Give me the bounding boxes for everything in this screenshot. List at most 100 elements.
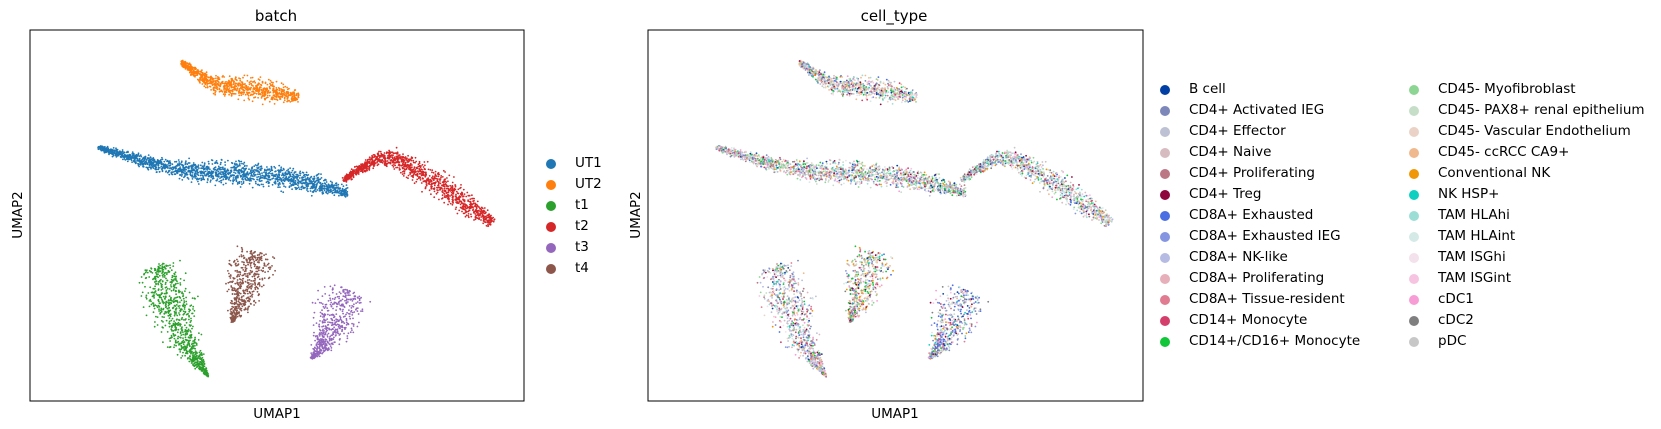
legend-marker xyxy=(1409,147,1419,158)
legend-marker xyxy=(546,221,556,232)
batch-xlabel: UMAP1 xyxy=(253,406,301,422)
legend-marker xyxy=(546,263,556,274)
legend-item: CD8A+ Tissue-resident xyxy=(1160,289,1360,310)
legend-label: CD45- Myofibroblast xyxy=(1438,81,1576,97)
legend-label: CD8A+ Exhausted IEG xyxy=(1189,228,1341,244)
legend-item: pDC xyxy=(1409,331,1645,352)
legend-label: CD8A+ NK-like xyxy=(1189,249,1288,265)
legend-marker xyxy=(1160,210,1170,221)
legend-label: UT2 xyxy=(575,176,602,192)
legend-marker xyxy=(1160,336,1170,347)
legend-marker xyxy=(546,158,556,169)
batch-cluster-t1 xyxy=(138,259,210,378)
cell-type-cluster-1 xyxy=(715,145,967,198)
legend-label: TAM HLAhi xyxy=(1438,207,1510,223)
legend-marker xyxy=(1160,126,1170,137)
legend-marker xyxy=(1409,189,1419,200)
batch-cluster-ut2 xyxy=(180,59,300,106)
legend-label: pDC xyxy=(1438,333,1467,349)
cell-type-cluster-5 xyxy=(927,284,990,360)
legend-label: B cell xyxy=(1189,81,1226,97)
legend-item: CD45- ccRCC CA9+ xyxy=(1409,142,1645,163)
legend-marker xyxy=(1160,273,1170,284)
legend-item: CD4+ Proliferating xyxy=(1160,163,1360,184)
legend-item: CD45- Vascular Endothelium xyxy=(1409,121,1645,142)
legend-label: t2 xyxy=(575,218,589,234)
legend-item: CD8A+ Exhausted xyxy=(1160,205,1360,226)
legend-label: t3 xyxy=(575,239,589,255)
legend-item: UT2 xyxy=(546,174,602,195)
legend-label: t4 xyxy=(575,260,589,276)
legend-label: CD4+ Treg xyxy=(1189,186,1262,202)
legend-item: CD4+ Naive xyxy=(1160,142,1360,163)
legend-item: t1 xyxy=(546,195,602,216)
batch-points xyxy=(97,59,496,378)
legend-marker xyxy=(1160,231,1170,242)
batch-legend: UT1 UT2 t1 t2 t3 t4 xyxy=(546,153,602,279)
legend-marker xyxy=(1409,126,1419,137)
legend-item: t3 xyxy=(546,237,602,258)
legend-item: CD8A+ NK-like xyxy=(1160,247,1360,268)
legend-label: TAM ISGint xyxy=(1438,270,1511,286)
legend-marker xyxy=(546,179,556,190)
legend-marker xyxy=(546,242,556,253)
legend-column-1: B cell CD4+ Activated IEG CD4+ Effector CD4… xyxy=(1160,79,1360,352)
legend-marker xyxy=(1160,84,1170,95)
legend-marker xyxy=(1160,252,1170,263)
legend-item: CD45- PAX8+ renal epithelium xyxy=(1409,100,1645,121)
legend-label: TAM ISGhi xyxy=(1438,249,1506,265)
legend-label: TAM HLAint xyxy=(1438,228,1516,244)
cell-type-cluster-3 xyxy=(756,259,828,378)
legend-marker xyxy=(1409,231,1419,242)
legend-marker xyxy=(1409,336,1419,347)
legend-label: Conventional NK xyxy=(1438,165,1551,181)
legend-label: NK HSP+ xyxy=(1438,186,1500,202)
legend-label: CD45- Vascular Endothelium xyxy=(1438,123,1631,139)
legend-item: UT1 xyxy=(546,153,602,174)
legend-item: CD14+/CD16+ Monocyte xyxy=(1160,331,1360,352)
batch-ylabel: UMAP2 xyxy=(10,191,26,239)
cell-type-points xyxy=(715,59,1114,378)
legend-marker xyxy=(1160,168,1170,179)
legend-item: CD4+ Treg xyxy=(1160,184,1360,205)
legend-marker xyxy=(1409,273,1419,284)
legend-item: TAM ISGint xyxy=(1409,268,1645,289)
legend-marker xyxy=(1409,294,1419,305)
legend-item: Conventional NK xyxy=(1409,163,1645,184)
legend-item: CD8A+ Proliferating xyxy=(1160,268,1360,289)
legend-item: NK HSP+ xyxy=(1409,184,1645,205)
legend-marker xyxy=(1409,168,1419,179)
batch-cluster-t4 xyxy=(225,245,276,323)
legend-label: CD4+ Proliferating xyxy=(1189,165,1315,181)
legend-label: CD4+ Activated IEG xyxy=(1189,102,1325,118)
legend-marker xyxy=(1409,315,1419,326)
legend-item: TAM ISGhi xyxy=(1409,247,1645,268)
legend-marker xyxy=(1160,294,1170,305)
cell-type-cluster-2 xyxy=(798,59,918,106)
batch-axes-frame xyxy=(29,29,525,402)
legend-label: CD8A+ Tissue-resident xyxy=(1189,291,1345,307)
legend-label: cDC2 xyxy=(1438,312,1474,328)
legend-marker xyxy=(1409,105,1419,116)
legend-item: CD14+ Monocyte xyxy=(1160,310,1360,331)
legend-item: CD8A+ Exhausted IEG xyxy=(1160,226,1360,247)
cell-type-axes-frame xyxy=(647,29,1144,402)
legend-label: CD8A+ Exhausted xyxy=(1189,207,1314,223)
legend-marker xyxy=(546,200,556,211)
cell-type-xlabel: UMAP1 xyxy=(871,406,919,422)
legend-marker xyxy=(1160,105,1170,116)
legend-item: CD4+ Activated IEG xyxy=(1160,100,1360,121)
cell-type-cluster-4 xyxy=(959,146,1114,228)
legend-label: CD45- PAX8+ renal epithelium xyxy=(1438,102,1645,118)
legend-item: CD45- Myofibroblast xyxy=(1409,79,1645,100)
legend-label: CD8A+ Proliferating xyxy=(1189,270,1325,286)
legend-item: B cell xyxy=(1160,79,1360,100)
batch-cluster-t2 xyxy=(341,146,496,228)
legend-label: cDC1 xyxy=(1438,291,1474,307)
batch-cluster-t3 xyxy=(309,284,372,360)
batch-title: batch xyxy=(255,7,297,25)
legend-column-2: CD45- Myofibroblast CD45- PAX8+ renal epi… xyxy=(1409,79,1645,352)
batch-panel: batch UMAP1 UMAP2 xyxy=(10,7,525,422)
legend-item: t4 xyxy=(546,258,602,279)
legend-label: UT1 xyxy=(575,155,602,171)
